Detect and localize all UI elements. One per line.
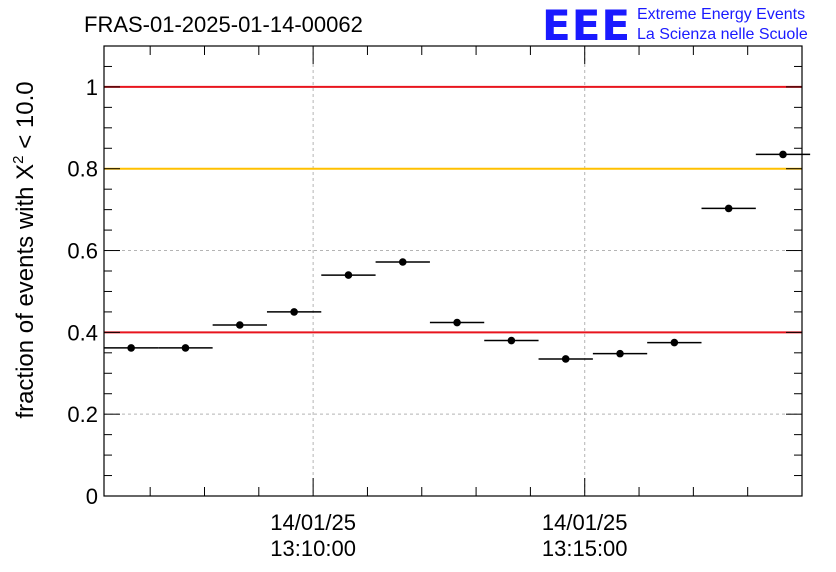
data-point (507, 336, 516, 345)
y-tick-label: 1 (86, 75, 98, 100)
grid (104, 46, 802, 496)
data-point (724, 204, 733, 213)
y-tick-label: 0.6 (67, 239, 98, 264)
y-axis-label: fraction of events with X2 < 10.0 (10, 81, 39, 418)
y-tick-label: 0 (86, 484, 98, 509)
data-points (104, 150, 811, 363)
y-axis-label-suffix: < 10.0 (12, 81, 39, 155)
data-point (127, 344, 135, 352)
chart-title: FRAS-01-2025-01-14-00062 (84, 12, 363, 37)
data-point (344, 271, 353, 279)
tick-labels: 00.20.40.60.8114/01/2513:10:0014/01/2513… (67, 75, 627, 561)
data-point (235, 321, 244, 329)
x-tick-label-time: 13:10:00 (270, 536, 356, 561)
y-axis-label-prefix: fraction of events with (12, 180, 39, 419)
x-tick-label-date: 14/01/25 (270, 510, 356, 535)
y-axis-label-symbol: X (12, 164, 39, 180)
data-point (181, 344, 190, 352)
data-point (398, 258, 407, 266)
eee-logo: EEE (542, 1, 631, 50)
x-tick-label-date: 14/01/25 (542, 510, 628, 535)
y-tick-label: 0.2 (67, 402, 98, 427)
x-tick-label-time: 13:15:00 (542, 536, 628, 561)
data-point (670, 338, 679, 347)
y-tick-label: 0.4 (67, 320, 98, 345)
brand-line-2: La Scienza nelle Scuole (637, 26, 808, 43)
y-tick-label: 0.8 (67, 157, 98, 182)
y-axis-label-exponent: 2 (10, 155, 27, 163)
data-point (779, 150, 787, 159)
data-point (616, 349, 624, 358)
data-point (561, 355, 570, 363)
brand-line-1: Extreme Energy Events (637, 6, 805, 23)
data-point (290, 308, 298, 316)
data-point (453, 318, 461, 327)
reference-lines (104, 85, 802, 334)
axes (103, 45, 803, 497)
plot-frame (103, 45, 803, 497)
